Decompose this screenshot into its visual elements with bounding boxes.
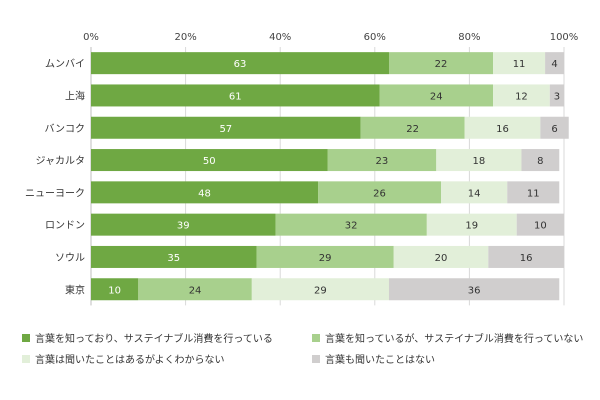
bar-segment-8-1 xyxy=(91,278,139,301)
data-label-3-2: 22 xyxy=(406,124,419,135)
category-label-8: 東京 xyxy=(65,283,85,296)
data-label-4-2: 23 xyxy=(376,156,389,167)
bar-segment-6-3 xyxy=(426,213,517,236)
legend-label-4: 言葉も聞いたことはない xyxy=(325,355,435,366)
bar-segment-2-2 xyxy=(379,84,494,107)
bar-segment-8-2 xyxy=(138,278,252,301)
bar-segment-2-4 xyxy=(549,84,564,107)
data-label-1-3: 11 xyxy=(513,59,526,70)
legend-swatch-1 xyxy=(22,333,30,342)
x-tick-label-40: 40% xyxy=(269,32,291,43)
data-label-3-4: 6 xyxy=(551,124,557,135)
category-label-7: ソウル xyxy=(55,252,85,264)
x-tick-label-0: 0% xyxy=(83,32,99,43)
data-label-3-1: 57 xyxy=(219,124,232,135)
stacked-bar-chart: 0% 20% 40% 60% 80% 100% ムンバイ 63 22 11 4 上海 61 24 12 3 バン… xyxy=(25,32,579,306)
legend-label-1: 言葉を知っており、サステイナブル消費を行っている xyxy=(35,334,273,345)
category-label-1: ムンバイ xyxy=(45,58,85,70)
bar-segment-1-3 xyxy=(493,52,546,75)
bar-segment-6-1 xyxy=(91,213,276,236)
bar-segment-3-3 xyxy=(464,116,541,139)
data-label-7-2: 29 xyxy=(319,253,332,264)
category-label-2: 上海 xyxy=(65,89,85,102)
data-label-4-1: 50 xyxy=(203,156,216,167)
bar-segment-7-4 xyxy=(488,245,564,268)
data-label-3-3: 16 xyxy=(496,124,509,135)
data-label-8-3: 29 xyxy=(314,285,327,296)
bar-segment-5-1 xyxy=(91,181,319,204)
bar-segment-3-1 xyxy=(91,116,361,139)
data-label-1-1: 63 xyxy=(234,59,247,70)
x-tick-label-100: 100% xyxy=(550,32,579,43)
legend-item-2: 言葉を知っているが、サステイナブル消費を行っていない xyxy=(312,330,583,345)
data-label-8-2: 24 xyxy=(189,285,202,296)
bar-segment-8-3 xyxy=(251,278,389,301)
data-label-2-3: 12 xyxy=(515,91,528,102)
legend-item-1: 言葉を知っており、サステイナブル消費を行っている xyxy=(22,330,273,345)
data-label-6-3: 19 xyxy=(465,221,478,232)
legend-label-2: 言葉を知っているが、サステイナブル消費を行っていない xyxy=(325,334,584,345)
bar-segment-2-1 xyxy=(91,84,380,107)
data-label-5-2: 26 xyxy=(373,188,386,199)
category-label-4: ジャカルタ xyxy=(36,155,86,167)
data-label-7-1: 35 xyxy=(167,253,180,264)
data-label-8-4: 36 xyxy=(468,285,481,296)
data-label-8-1: 10 xyxy=(108,285,121,296)
data-label-6-1: 39 xyxy=(177,221,190,232)
bar-segment-1-2 xyxy=(388,52,494,75)
x-tick-label-20: 20% xyxy=(174,32,196,43)
bar-segment-1-4 xyxy=(545,52,564,75)
bar-segment-8-4 xyxy=(388,278,560,301)
bar-segment-5-4 xyxy=(507,181,560,204)
bar-segment-3-2 xyxy=(360,116,465,139)
bar-segment-1-1 xyxy=(91,52,389,75)
data-label-5-3: 14 xyxy=(468,188,481,199)
data-label-7-3: 20 xyxy=(435,253,448,264)
data-label-1-2: 22 xyxy=(435,59,448,70)
data-label-2-1: 61 xyxy=(229,91,242,102)
bar-segment-7-1 xyxy=(91,245,257,268)
category-label-6: ロンドン xyxy=(45,221,85,232)
legend-swatch-3 xyxy=(22,354,30,363)
data-label-4-3: 18 xyxy=(472,156,485,167)
bar-segment-4-4 xyxy=(521,149,560,172)
bar-segment-3-4 xyxy=(540,116,569,139)
data-label-1-4: 4 xyxy=(551,59,557,70)
legend-item-3: 言葉は聞いたことはあるがよくわからない xyxy=(22,351,225,366)
data-label-6-2: 32 xyxy=(345,221,358,232)
bar-segment-4-1 xyxy=(91,149,328,172)
legend-swatch-2 xyxy=(312,333,320,342)
bar-segment-6-2 xyxy=(275,213,427,236)
data-label-2-4: 3 xyxy=(554,91,560,102)
bar-segment-5-2 xyxy=(318,181,442,204)
data-label-5-1: 48 xyxy=(198,188,211,199)
data-label-6-4: 10 xyxy=(534,221,547,232)
bar-segment-2-3 xyxy=(493,84,550,107)
data-label-7-4: 16 xyxy=(520,253,533,264)
data-label-4-4: 8 xyxy=(537,156,543,167)
category-label-3: バンコク xyxy=(45,123,86,135)
bar-segment-6-4 xyxy=(516,213,564,236)
bar-segment-5-3 xyxy=(441,181,508,204)
category-label-5: ニューヨーク xyxy=(25,187,85,199)
x-tick-label-60: 60% xyxy=(364,32,386,43)
legend-label-3: 言葉は聞いたことはあるがよくわからない xyxy=(35,355,225,366)
x-tick-label-80: 80% xyxy=(458,32,480,43)
bar-segment-7-3 xyxy=(393,245,489,268)
bar-segment-7-2 xyxy=(256,245,394,268)
legend-swatch-4 xyxy=(312,354,320,363)
legend-item-4: 言葉も聞いたことはない xyxy=(312,351,435,366)
data-label-2-2: 24 xyxy=(430,91,443,102)
bar-segment-4-2 xyxy=(327,149,437,172)
bar-segment-4-3 xyxy=(436,149,522,172)
data-label-5-4: 11 xyxy=(527,188,540,199)
